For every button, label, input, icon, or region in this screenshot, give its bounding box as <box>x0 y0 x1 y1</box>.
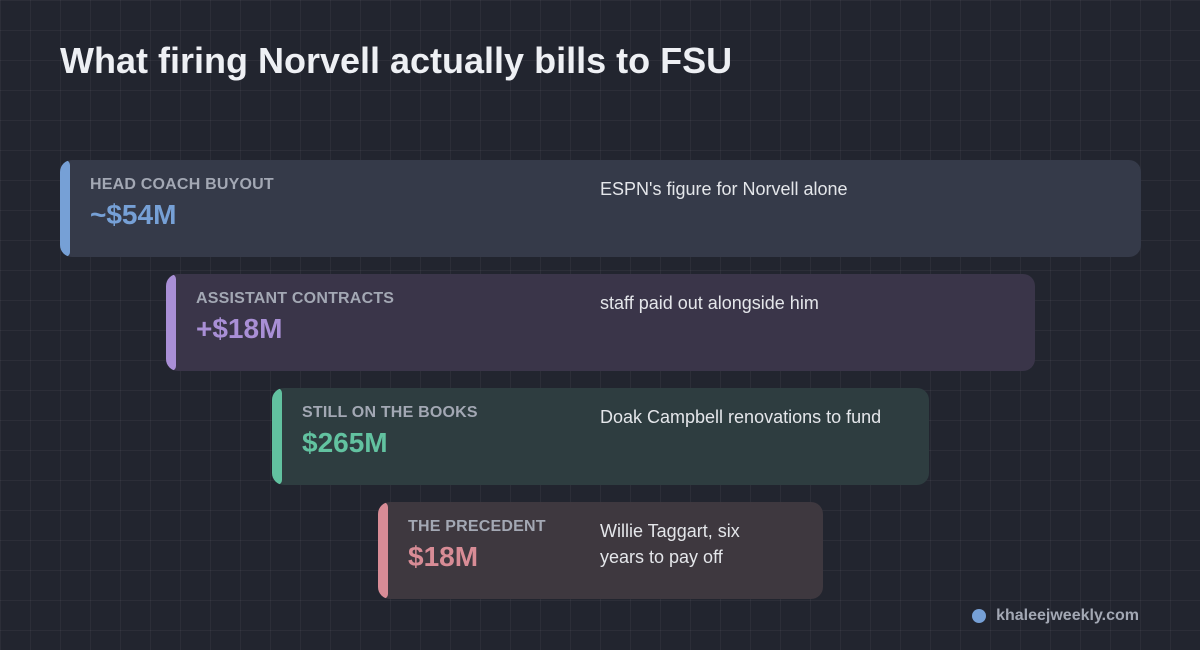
card-note: Doak Campbell renovations to fund <box>600 407 882 427</box>
source-credit: khaleejweekly.com <box>972 607 1139 625</box>
card-value: $265M <box>302 427 388 458</box>
card-note: ESPN's figure for Norvell alone <box>600 179 848 199</box>
card-accent-bar <box>60 160 70 257</box>
card-label: STILL ON THE BOOKS <box>302 404 478 421</box>
card-label: ASSISTANT CONTRACTS <box>196 290 395 307</box>
card-value: $18M <box>408 541 479 572</box>
source-site: khaleejweekly.com <box>996 607 1139 624</box>
card-head-coach-buyout: HEAD COACH BUYOUT ~$54M ESPN's figure fo… <box>60 160 1141 257</box>
card-assistant-contracts: ASSISTANT CONTRACTS +$18M staff paid out… <box>166 274 1035 371</box>
card-label: HEAD COACH BUYOUT <box>90 176 274 193</box>
card-accent-bar <box>166 274 176 371</box>
card-accent-bar <box>272 388 282 485</box>
card-label: THE PRECEDENT <box>408 518 546 535</box>
card-value: ~$54M <box>90 199 177 230</box>
card-value: +$18M <box>196 313 283 344</box>
card-the-precedent: THE PRECEDENT $18M Willie Taggart, six y… <box>378 502 823 599</box>
page-title: What firing Norvell actually bills to FS… <box>60 40 733 81</box>
source-dot-icon <box>972 609 987 623</box>
card-note: Willie Taggart, six years to pay off <box>600 521 740 567</box>
card-note: staff paid out alongside him <box>600 293 819 313</box>
card-accent-bar <box>378 502 388 599</box>
card-still-on-the-books: STILL ON THE BOOKS $265M Doak Campbell r… <box>272 388 929 485</box>
